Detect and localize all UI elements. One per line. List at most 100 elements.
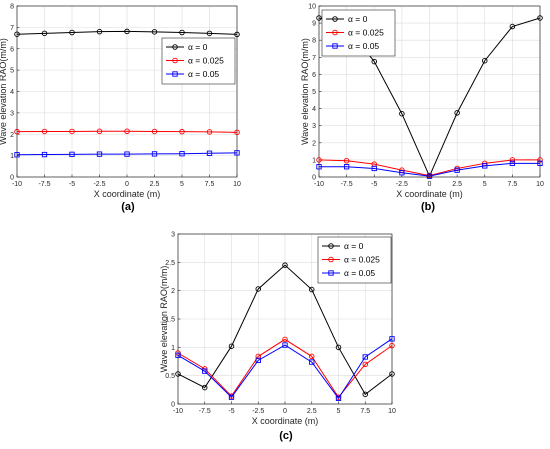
data-point [14, 152, 20, 158]
legend-label: α = 0 [188, 42, 208, 52]
series-line-3 [319, 162, 540, 177]
data-point [255, 353, 261, 360]
y-tick-label: 7 [10, 25, 14, 32]
data-point [482, 57, 488, 64]
x-tick-label: 2.5 [452, 181, 462, 188]
data-point [362, 354, 368, 360]
data-point [175, 352, 181, 358]
x-tick-label: -7.5 [38, 181, 50, 188]
data-point [316, 15, 322, 21]
y-tick-label: 2.5 [165, 260, 175, 267]
panel-label: (b) [421, 201, 435, 213]
legend-marker [328, 270, 334, 276]
legend-marker [332, 29, 338, 36]
x-axis-label: X coordinate (m) [94, 189, 161, 199]
data-point [454, 110, 460, 116]
data-point [454, 167, 460, 173]
chart-panel-1: -10 -7.5 -5 -2.5 0 2.5 5 7.5 10 0 1 2 3 4 5 6 7 8 X coordi… [0, 4, 241, 214]
x-tick-label: -5 [228, 408, 234, 415]
data-point [202, 368, 208, 374]
y-tick-label: 10 [308, 4, 316, 11]
y-tick-label: 0 [312, 175, 316, 182]
data-point [426, 173, 433, 179]
data-point [509, 157, 516, 163]
data-point [389, 371, 395, 377]
data-point [179, 151, 185, 157]
x-tick-label: 10 [388, 408, 396, 415]
x-axis-label: X coordinate (m) [252, 416, 319, 426]
data-point [96, 151, 103, 157]
legend-label: α = 0.025 [188, 56, 224, 66]
x-tick-label: -10 [173, 408, 183, 415]
y-axis-label: Wave elevation RAO(m/m) [300, 38, 310, 145]
y-tick-label: 2 [312, 140, 316, 147]
x-tick-label: -2.5 [396, 181, 408, 188]
data-point [175, 371, 181, 377]
legend-marker [172, 57, 178, 64]
legend: α = 0 α = 0.025 α = 0.05 [161, 37, 236, 85]
data-point [335, 344, 342, 351]
y-tick-label: 4 [10, 89, 14, 96]
data-point [151, 151, 158, 157]
y-tick-label: 0 [171, 402, 175, 409]
x-tick-label: -7.5 [199, 408, 211, 415]
data-point [509, 160, 516, 166]
series-line-1 [177, 264, 393, 396]
y-tick-label: 4 [312, 106, 316, 113]
y-tick-label: 1.5 [165, 317, 175, 324]
data-point [343, 164, 350, 170]
legend-label: α = 0.025 [344, 255, 380, 265]
data-point [151, 128, 158, 135]
x-tick-label: -5 [371, 181, 377, 188]
y-tick-label: 2 [171, 288, 175, 295]
data-point [282, 342, 288, 348]
data-point [228, 394, 235, 400]
data-point [282, 336, 288, 343]
data-point [234, 31, 240, 38]
data-point [255, 286, 261, 292]
data-point [316, 164, 322, 170]
y-tick-label: 7 [312, 55, 316, 62]
data-point [482, 163, 488, 169]
x-tick-label: 7.5 [360, 408, 370, 415]
data-point [316, 157, 322, 163]
data-point [234, 150, 240, 156]
x-tick-label: 0 [283, 408, 287, 415]
data-point [69, 29, 75, 36]
y-tick-label: 0.5 [165, 373, 175, 380]
y-tick-label: 8 [10, 4, 14, 11]
x-tick-label: -10 [12, 181, 22, 188]
data-point [309, 359, 315, 365]
data-point [362, 391, 369, 398]
data-point [234, 129, 240, 136]
legend-label: α = 0.025 [348, 28, 384, 38]
y-tick-label: 9 [312, 21, 316, 28]
data-point [537, 15, 543, 21]
legend-marker [328, 256, 334, 263]
data-point [206, 150, 213, 156]
legend-label: α = 0.05 [344, 268, 375, 278]
x-tick-label: 0 [428, 181, 432, 188]
data-point [96, 128, 103, 135]
data-point [206, 30, 213, 37]
x-tick-label: 5 [337, 408, 341, 415]
x-tick-label: 2.5 [307, 408, 317, 415]
y-tick-label: 8 [312, 38, 316, 45]
data-point [335, 395, 342, 401]
x-tick-label: 10 [233, 181, 241, 188]
y-tick-label: 5 [10, 68, 14, 75]
legend-marker [172, 71, 178, 77]
data-point [255, 357, 261, 364]
x-tick-label: 7.5 [205, 181, 215, 188]
legend-label: α = 0.05 [348, 41, 379, 51]
legend: α = 0 α = 0.025 α = 0.05 [317, 236, 392, 284]
legend-marker [172, 44, 178, 50]
data-point [41, 128, 48, 135]
legend-label: α = 0.05 [188, 69, 219, 79]
y-tick-label: 6 [312, 72, 316, 79]
y-tick-label: 3 [312, 123, 316, 130]
data-point [41, 151, 48, 158]
y-tick-label: 1 [10, 153, 14, 160]
data-point [151, 29, 158, 35]
